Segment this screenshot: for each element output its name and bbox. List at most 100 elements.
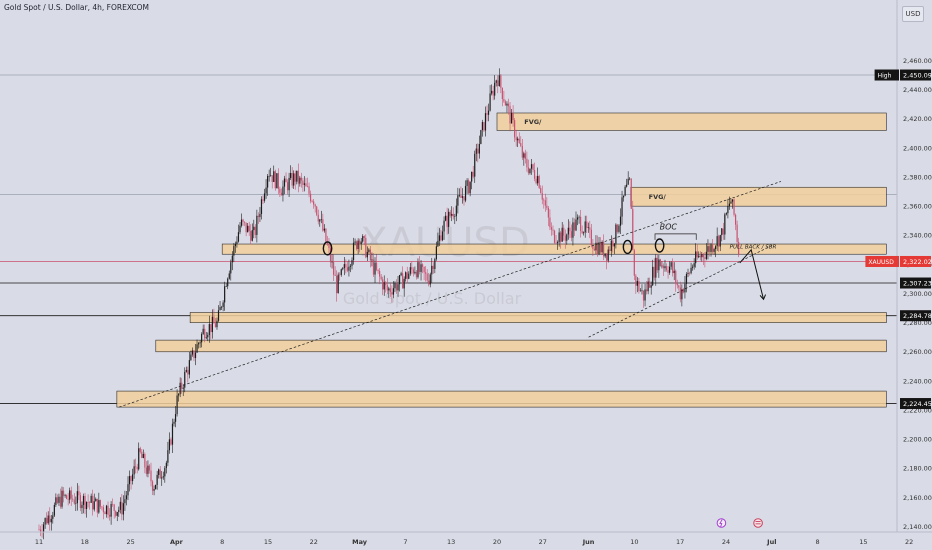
candle[interactable] — [125, 495, 128, 500]
candle[interactable] — [443, 220, 445, 232]
candle[interactable] — [357, 240, 359, 250]
candle[interactable] — [133, 466, 135, 475]
candle[interactable] — [331, 261, 333, 263]
candle[interactable] — [449, 211, 451, 216]
candle[interactable] — [194, 352, 197, 359]
candle[interactable] — [685, 273, 688, 284]
candle[interactable] — [147, 465, 149, 474]
candle[interactable] — [400, 273, 402, 276]
candle[interactable] — [394, 283, 396, 289]
candle[interactable] — [425, 272, 427, 274]
candle[interactable] — [213, 316, 215, 324]
candle[interactable] — [609, 249, 611, 251]
candle[interactable] — [124, 499, 126, 504]
candle[interactable] — [52, 515, 54, 519]
candle[interactable] — [670, 262, 672, 267]
candle[interactable] — [415, 271, 418, 278]
candle[interactable] — [561, 227, 563, 242]
candle[interactable] — [563, 227, 565, 236]
candle[interactable] — [665, 266, 668, 271]
candle[interactable] — [339, 274, 341, 276]
candle[interactable] — [130, 476, 132, 482]
candle[interactable] — [552, 229, 554, 231]
candle[interactable] — [494, 82, 496, 96]
candle[interactable] — [606, 253, 608, 261]
candle[interactable] — [202, 328, 204, 335]
supply-demand-zone[interactable] — [116, 390, 887, 408]
candle[interactable] — [589, 227, 591, 230]
candle[interactable] — [632, 208, 634, 251]
candle[interactable] — [47, 515, 49, 524]
candle[interactable] — [136, 467, 138, 470]
candle[interactable] — [558, 232, 560, 243]
candle[interactable] — [487, 110, 490, 115]
candle[interactable] — [113, 504, 115, 511]
candle[interactable] — [733, 199, 735, 215]
candle[interactable] — [251, 230, 253, 241]
candle[interactable] — [397, 284, 399, 291]
candle[interactable] — [523, 153, 525, 158]
candle[interactable] — [127, 484, 129, 496]
candle[interactable] — [345, 264, 347, 268]
candle[interactable] — [587, 227, 589, 229]
candle[interactable] — [78, 491, 80, 496]
candle[interactable] — [402, 273, 404, 289]
candle[interactable] — [162, 476, 164, 478]
projection-arrow[interactable] — [739, 248, 765, 300]
candle[interactable] — [448, 211, 450, 227]
candle[interactable] — [73, 499, 75, 504]
candle[interactable] — [429, 274, 431, 285]
candle[interactable] — [549, 217, 551, 228]
candle[interactable] — [118, 509, 120, 513]
candle[interactable] — [230, 262, 232, 274]
candle[interactable] — [538, 176, 540, 188]
candle[interactable] — [122, 503, 124, 515]
candle[interactable] — [658, 259, 660, 271]
candle[interactable] — [62, 490, 65, 496]
candle[interactable] — [544, 200, 546, 206]
candle[interactable] — [391, 292, 393, 295]
candle[interactable] — [417, 262, 419, 278]
candle[interactable] — [483, 122, 485, 131]
candle[interactable] — [432, 265, 434, 269]
candle[interactable] — [139, 448, 141, 452]
candle[interactable] — [182, 387, 184, 389]
candle[interactable] — [642, 290, 645, 301]
time-axis[interactable]: 11 18 25 Apr 8 15 22 May 7 13 20 27 Jun 10 17 24 Jul 8 15 2… — [35, 538, 913, 546]
candle[interactable] — [76, 491, 78, 504]
candle[interactable] — [342, 268, 344, 270]
candle[interactable] — [282, 186, 284, 196]
candle[interactable] — [695, 251, 697, 264]
candle[interactable] — [500, 75, 502, 88]
candle[interactable] — [191, 350, 194, 355]
candle[interactable] — [590, 229, 592, 246]
candle[interactable] — [379, 270, 381, 277]
candle[interactable] — [567, 227, 569, 235]
candle[interactable] — [165, 462, 167, 469]
candle[interactable] — [257, 215, 260, 218]
candle[interactable] — [655, 257, 657, 278]
candle[interactable] — [491, 90, 493, 94]
candle[interactable] — [676, 283, 678, 286]
candle[interactable] — [412, 269, 414, 274]
candle[interactable] — [170, 439, 172, 445]
candle[interactable] — [306, 186, 309, 187]
candle[interactable] — [454, 216, 456, 217]
candle[interactable] — [710, 244, 712, 252]
candle[interactable] — [621, 197, 623, 217]
candle[interactable] — [351, 260, 353, 266]
candle[interactable] — [332, 261, 335, 275]
candle[interactable] — [639, 290, 642, 292]
candle[interactable] — [204, 328, 206, 339]
candle[interactable] — [93, 501, 95, 510]
candle[interactable] — [286, 182, 289, 191]
candle[interactable] — [635, 275, 637, 286]
candle[interactable] — [55, 497, 57, 505]
candle[interactable] — [325, 228, 327, 242]
candle[interactable] — [171, 423, 174, 445]
candle[interactable] — [704, 257, 706, 259]
supply-demand-zone[interactable] — [496, 112, 887, 131]
candle[interactable] — [323, 228, 325, 231]
candle[interactable] — [641, 290, 643, 292]
candle[interactable] — [365, 237, 367, 258]
